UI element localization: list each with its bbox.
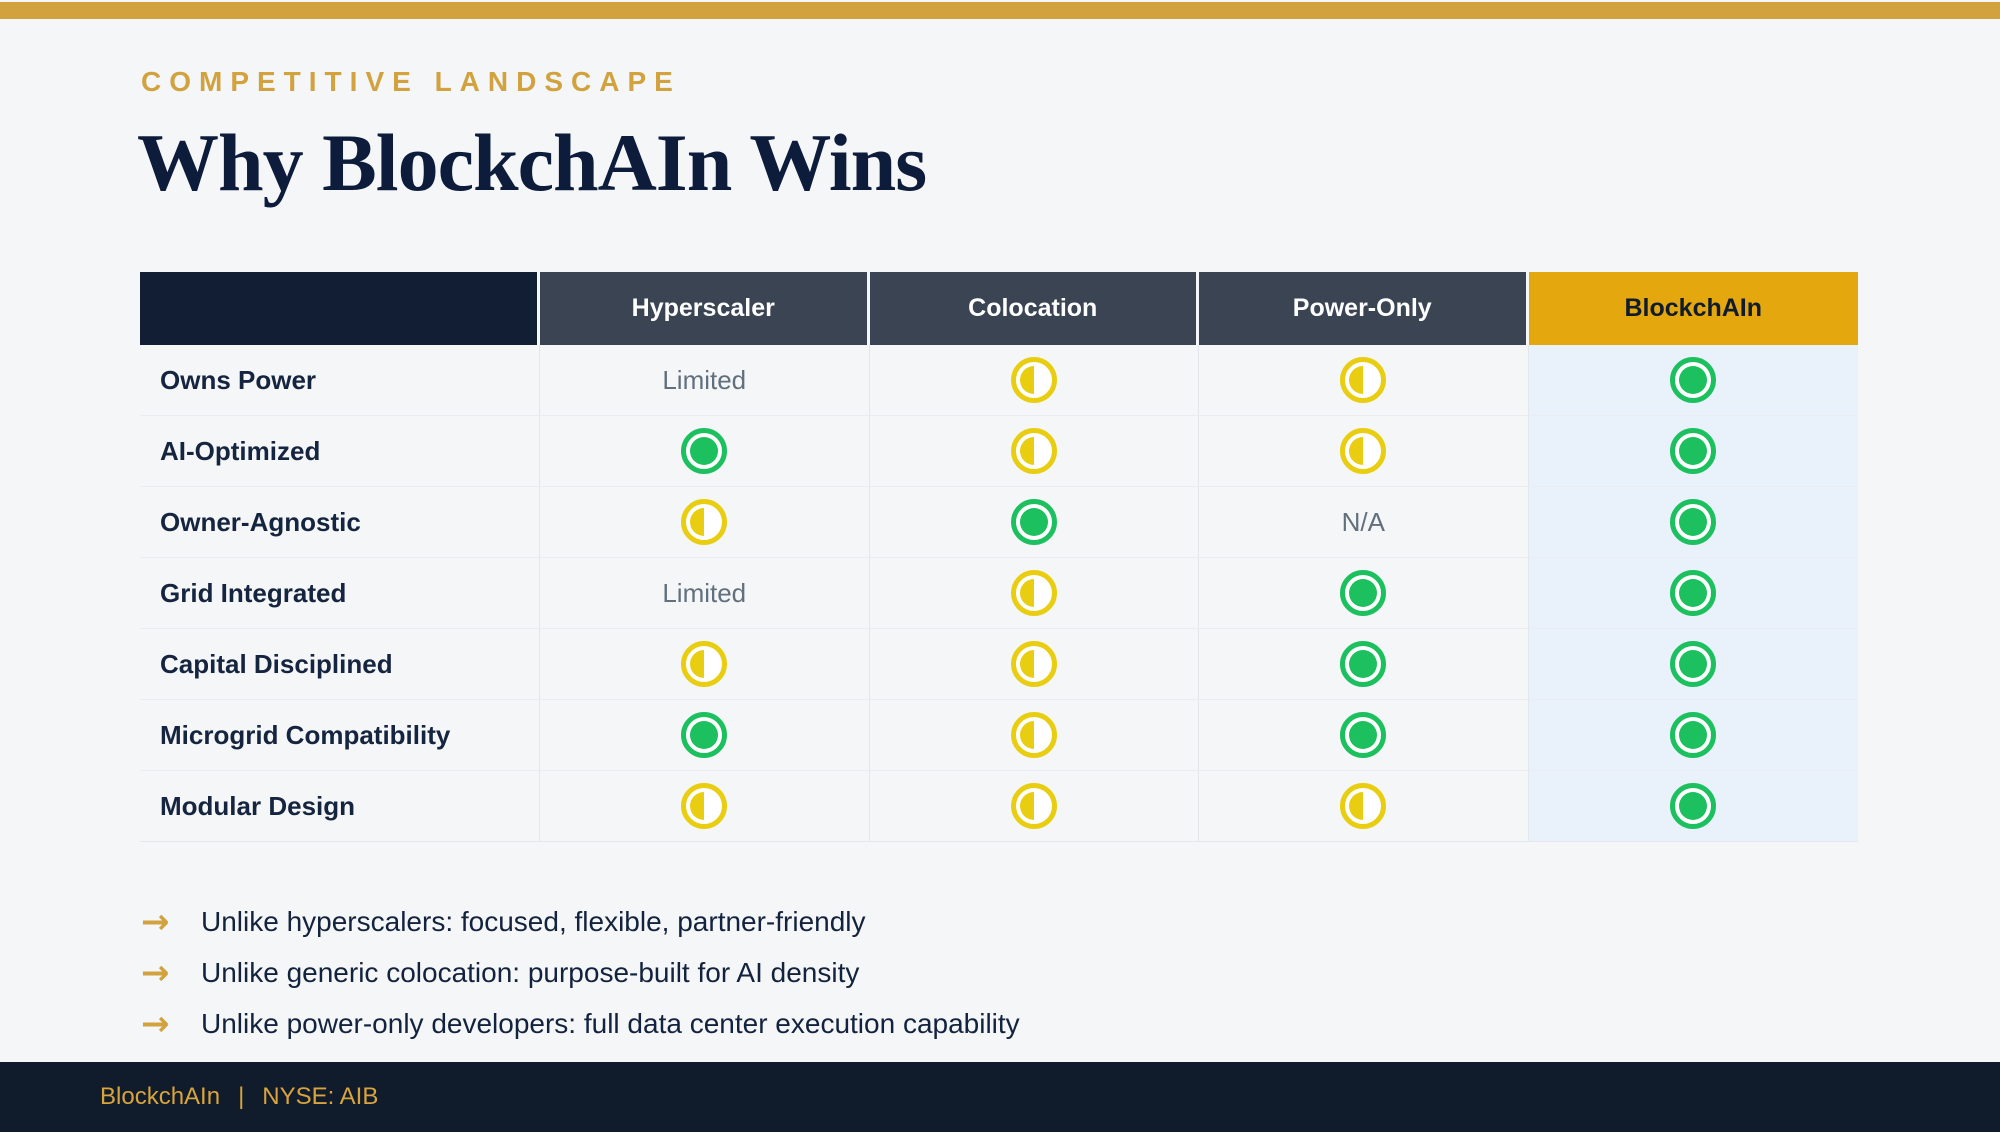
- table-cell: [540, 487, 870, 557]
- table-row: Owns Power Limited: [140, 345, 1858, 415]
- filled-circle-icon: [1010, 499, 1057, 545]
- table-cell: [540, 416, 870, 486]
- filled-circle-icon: [1340, 570, 1387, 616]
- footer-separator: |: [238, 1083, 245, 1110]
- table-cell: [1528, 700, 1858, 770]
- filled-circle-icon: [1670, 570, 1717, 616]
- table-cell: [870, 487, 1199, 557]
- table-row: Grid Integrated Limited: [140, 557, 1858, 628]
- row-label: Capital Disciplined: [140, 629, 540, 699]
- cell-text: N/A: [1341, 506, 1385, 537]
- half-filled-circle-icon: [1010, 712, 1057, 758]
- takeaway-item: → Unlike generic colocation: purpose-buil…: [141, 947, 1020, 998]
- half-filled-circle-icon: [1010, 357, 1057, 403]
- table-cell: [1528, 558, 1858, 628]
- filled-circle-icon: [1340, 712, 1387, 758]
- table-cell: Limited: [540, 558, 870, 628]
- filled-circle-icon: [681, 712, 728, 758]
- filled-circle-icon: [1670, 499, 1717, 545]
- page-title: Why BlockchAIn Wins: [137, 117, 927, 208]
- table-row: AI-Optimized: [140, 415, 1858, 486]
- filled-circle-icon: [681, 428, 728, 474]
- table-header-row: Hyperscaler Colocation Power-Only BlockchAI…: [140, 272, 1858, 345]
- half-filled-circle-icon: [681, 641, 728, 687]
- cell-text: Limited: [662, 364, 747, 395]
- takeaway-text: Unlike power-only developers: full data …: [201, 1007, 1020, 1039]
- half-filled-circle-icon: [681, 499, 728, 545]
- takeaways: → Unlike hyperscalers: focused, flexible,…: [141, 896, 1020, 1049]
- row-label: Modular Design: [140, 771, 540, 841]
- table-cell: [1199, 416, 1529, 486]
- takeaway-text: Unlike hyperscalers: focused, flexible, …: [201, 905, 866, 937]
- header-cell-colocation: Colocation: [869, 272, 1199, 345]
- table-cell: [870, 771, 1199, 841]
- table-cell: [1199, 558, 1529, 628]
- table-cell: [1528, 771, 1858, 841]
- table-cell: [540, 700, 870, 770]
- table-row: Microgrid Compatibility: [140, 699, 1858, 770]
- table-cell: [1199, 345, 1529, 415]
- table-cell: [1528, 629, 1858, 699]
- half-filled-circle-icon: [1340, 783, 1387, 829]
- footer-text: BlockchAIn | NYSE: AIB: [100, 1083, 378, 1111]
- table-row: Owner-Agnostic N/A: [140, 486, 1858, 557]
- table-body: Owns Power Limited AI-Optimized Owner-Agnos…: [140, 345, 1858, 842]
- row-label: AI-Optimized: [140, 416, 540, 486]
- row-label: Owner-Agnostic: [140, 487, 540, 557]
- row-label: Grid Integrated: [140, 558, 540, 628]
- table-cell: [1528, 345, 1858, 415]
- takeaway-text: Unlike generic colocation: purpose-built…: [201, 956, 860, 988]
- header-cell-blockchain: BlockchAIn: [1528, 272, 1858, 345]
- table-cell: [1199, 771, 1529, 841]
- top-accent-bar: [0, 2, 2000, 19]
- arrow-right-icon: →: [141, 1003, 170, 1044]
- header-cell-hyperscaler: Hyperscaler: [540, 272, 870, 345]
- filled-circle-icon: [1670, 712, 1717, 758]
- arrow-right-icon: →: [141, 901, 170, 942]
- footer-brand: BlockchAIn: [100, 1083, 221, 1110]
- half-filled-circle-icon: [681, 783, 728, 829]
- table-cell: N/A: [1199, 487, 1529, 557]
- table-cell: [870, 345, 1199, 415]
- filled-circle-icon: [1670, 357, 1717, 403]
- filled-circle-icon: [1670, 641, 1717, 687]
- half-filled-circle-icon: [1340, 428, 1387, 474]
- footer-bar: BlockchAIn | NYSE: AIB: [0, 1062, 2000, 1132]
- table-cell: [540, 771, 870, 841]
- header-cell-empty: [140, 272, 540, 345]
- header-cell-power-only: Power-Only: [1199, 272, 1529, 345]
- half-filled-circle-icon: [1010, 641, 1057, 687]
- row-label: Owns Power: [140, 345, 540, 415]
- takeaway-item: → Unlike power-only developers: full data…: [141, 998, 1020, 1049]
- half-filled-circle-icon: [1010, 428, 1057, 474]
- table-cell: [870, 416, 1199, 486]
- table-cell: [540, 629, 870, 699]
- half-filled-circle-icon: [1340, 357, 1387, 403]
- table-cell: [870, 629, 1199, 699]
- half-filled-circle-icon: [1010, 783, 1057, 829]
- cell-text: Limited: [662, 577, 747, 608]
- comparison-table: Hyperscaler Colocation Power-Only BlockchAI…: [140, 272, 1858, 842]
- table-cell: Limited: [540, 345, 870, 415]
- table-row: Modular Design: [140, 770, 1858, 841]
- takeaway-item: → Unlike hyperscalers: focused, flexible,…: [141, 896, 1020, 947]
- filled-circle-icon: [1670, 783, 1717, 829]
- table-cell: [1199, 629, 1529, 699]
- table-cell: [1199, 700, 1529, 770]
- table-cell: [1528, 416, 1858, 486]
- section-eyebrow: COMPETITIVE LANDSCAPE: [141, 66, 681, 97]
- half-filled-circle-icon: [1010, 570, 1057, 616]
- filled-circle-icon: [1340, 641, 1387, 687]
- table-cell: [1528, 487, 1858, 557]
- table-row: Capital Disciplined: [140, 628, 1858, 699]
- table-cell: [870, 700, 1199, 770]
- table-cell: [870, 558, 1199, 628]
- filled-circle-icon: [1670, 428, 1717, 474]
- row-label: Microgrid Compatibility: [140, 700, 540, 770]
- arrow-right-icon: →: [141, 952, 170, 993]
- footer-ticker: NYSE: AIB: [262, 1083, 379, 1110]
